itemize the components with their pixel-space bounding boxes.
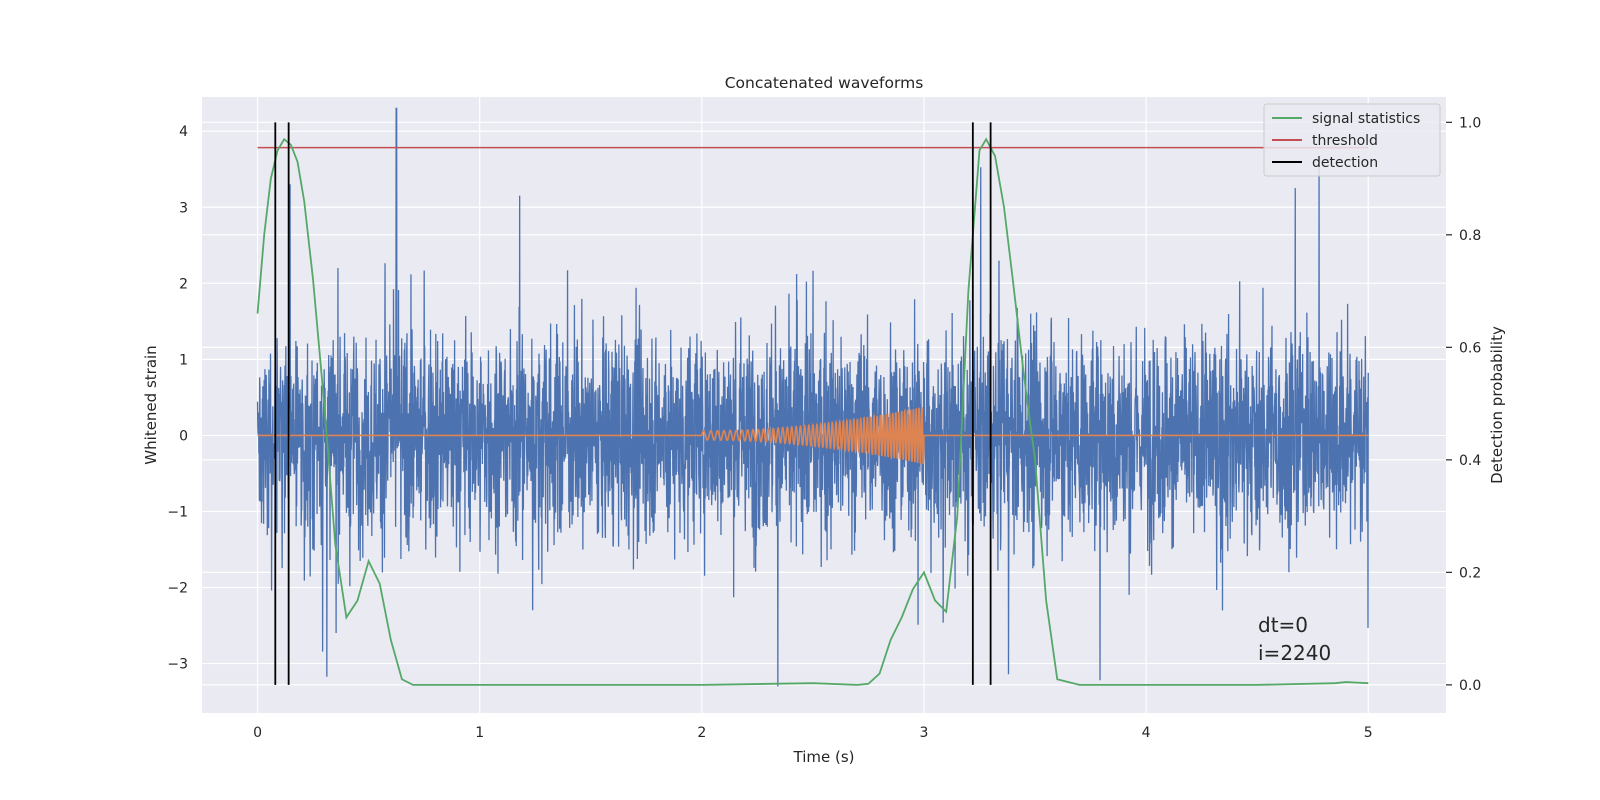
y2-tick-label: 0.8 <box>1459 228 1481 244</box>
chart-title: Concatenated waveforms <box>725 74 924 92</box>
annotation-i: i=2240 <box>1258 641 1331 665</box>
y-axis-label: Whitened strain <box>142 345 160 464</box>
x-tick-label: 2 <box>697 725 706 741</box>
y-tick-label: −1 <box>167 504 188 520</box>
annotation-dt: dt=0 <box>1258 613 1308 637</box>
x-axis-label: Time (s) <box>793 748 855 766</box>
y-tick-label: 2 <box>179 276 188 292</box>
x-tick-label: 5 <box>1364 725 1373 741</box>
y-tick-label: 1 <box>179 352 188 368</box>
y2-axis-label: Detection probability <box>1488 326 1506 484</box>
legend-box <box>1263 103 1441 177</box>
x-tick-label: 4 <box>1142 725 1151 741</box>
y-tick-label: −2 <box>167 581 188 597</box>
y-tick-label: −3 <box>167 657 188 673</box>
x-tick-label: 0 <box>253 725 262 741</box>
y2-tick-label: 0.6 <box>1459 340 1481 356</box>
signal-statistics-line <box>256 137 1369 686</box>
y-tick-label: 4 <box>179 124 188 140</box>
y2-tick-label: 0.0 <box>1459 678 1481 694</box>
y-tick-label: 0 <box>179 428 188 444</box>
y-tick-label: 3 <box>179 200 188 216</box>
y2-tick-label: 0.2 <box>1459 565 1481 581</box>
detection-lines <box>274 122 992 685</box>
legend-label: signal statistics <box>1312 111 1420 127</box>
y2-tick-label: 0.4 <box>1459 453 1481 469</box>
ticks: 0 1 2 3 4 5 4 3 2 1 0 −1 −2 −3 1.0 0.8 0.6 0.4 0.2 0.0 <box>167 115 1481 741</box>
x-tick-label: 3 <box>920 725 929 741</box>
x-tick-label: 1 <box>475 725 484 741</box>
data-layer <box>256 107 1369 687</box>
strain-series-line <box>256 107 1369 687</box>
legend-label: detection <box>1312 155 1378 171</box>
y2-tick-label: 1.0 <box>1459 115 1481 131</box>
legend-label: threshold <box>1312 133 1378 149</box>
injected-waveform-line <box>257 406 1369 465</box>
legend: signal statistics threshold detection <box>1263 103 1441 177</box>
